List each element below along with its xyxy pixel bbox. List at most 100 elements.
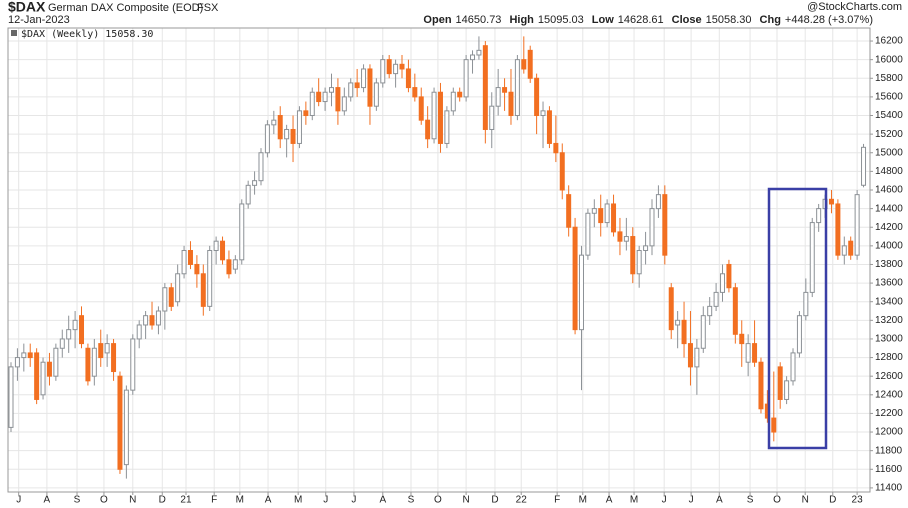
candle-body — [79, 315, 85, 345]
candle-body — [566, 194, 572, 228]
date: 12-Jan-2023 — [8, 14, 70, 26]
candle-body — [476, 49, 482, 56]
candle-body — [14, 357, 20, 368]
x-tick-label: A — [265, 495, 272, 506]
x-tick-label: D — [829, 495, 836, 506]
x-tick-label: M — [236, 495, 244, 506]
y-tick-label: 11800 — [875, 445, 903, 456]
candle-body — [386, 59, 392, 75]
candle-body — [329, 87, 334, 93]
candle-body — [213, 240, 219, 252]
candle-body — [470, 54, 476, 61]
x-tick-label: N — [129, 495, 136, 506]
y-tick-label: 15000 — [875, 147, 903, 158]
candle-body — [450, 91, 456, 112]
chart-subtitle: German DAX Composite (EOD) — [48, 2, 203, 14]
candle-body — [181, 250, 187, 275]
x-tick-label: J — [689, 495, 694, 506]
candle-body — [220, 240, 226, 261]
candle-body — [739, 333, 745, 345]
legend: $DAX (Weekly) 15058.30 — [21, 29, 153, 40]
plot-frame — [7, 27, 871, 493]
candle-body — [803, 291, 809, 317]
candle-body — [207, 250, 213, 307]
candle-body — [777, 366, 783, 400]
x-tick-label: M — [630, 495, 638, 506]
candle-body — [636, 250, 642, 275]
x-tick-label: O — [434, 495, 442, 506]
candle-body — [700, 315, 706, 349]
candle-body — [668, 287, 674, 331]
y-tick-label: 12200 — [875, 408, 903, 419]
candle-body — [34, 352, 40, 400]
candle-body — [187, 250, 193, 265]
x-tick-label: M — [579, 495, 587, 506]
y-tick-label: 14400 — [875, 203, 903, 214]
candle-body — [527, 49, 533, 79]
y-tick-label: 14000 — [875, 240, 903, 251]
candle-body — [393, 63, 399, 75]
candle-body — [578, 254, 584, 331]
quote-label: Low — [592, 14, 614, 26]
y-tick-label: 15200 — [875, 129, 903, 140]
candle-body — [617, 231, 623, 242]
candle-body — [809, 222, 815, 293]
candle-body — [758, 361, 764, 410]
x-tick-label: A — [44, 495, 51, 506]
y-tick-label: 13200 — [875, 315, 903, 326]
x-tick-label: A — [606, 495, 613, 506]
candle-body — [681, 319, 687, 345]
candle-body — [111, 343, 117, 373]
candle-body — [155, 310, 161, 326]
candle-body — [290, 128, 296, 144]
candle-body — [245, 184, 251, 205]
candle-body — [309, 91, 315, 117]
candle-body — [117, 375, 123, 470]
candle-body — [232, 259, 238, 270]
candle-body — [534, 77, 540, 117]
candle-body — [521, 59, 527, 70]
axes: 11400 11600 11800 12000 12200 12400 12600 12800… — [16, 36, 903, 506]
candle-body — [540, 110, 546, 117]
candle-body — [252, 180, 258, 186]
candles — [8, 36, 867, 479]
candle-body — [643, 245, 649, 252]
y-tick-label: 13400 — [875, 296, 903, 307]
y-tick-label: 14600 — [875, 185, 903, 196]
candle-body — [726, 263, 732, 289]
x-tick-label: D — [159, 495, 166, 506]
candle-body — [489, 105, 495, 130]
candle-body — [405, 68, 411, 89]
candle-body — [604, 203, 610, 224]
candle-body — [85, 347, 91, 382]
candle-body — [91, 347, 97, 377]
y-tick-label: 13800 — [875, 259, 903, 270]
chart-title: $DAX — [8, 0, 46, 15]
candle-body — [271, 119, 277, 126]
candle-body — [687, 343, 693, 368]
y-tick-label: 14200 — [875, 222, 903, 233]
quote-value: 14650.73 — [456, 14, 502, 26]
candle-body — [841, 245, 847, 256]
candle-body — [264, 124, 270, 154]
candle-body — [258, 152, 264, 182]
candle-body — [418, 96, 424, 121]
x-tick-label: 23 — [852, 495, 864, 506]
candle-body — [796, 315, 802, 354]
candle-body — [745, 343, 751, 363]
quote-value: 15058.30 — [706, 14, 752, 26]
y-tick-label: 16000 — [875, 54, 903, 65]
candle-body — [59, 338, 65, 349]
x-tick-label: 22 — [516, 495, 528, 506]
candle-body — [27, 352, 33, 359]
candle-body — [649, 208, 655, 247]
candle-body — [8, 366, 14, 428]
y-tick-label: 15600 — [875, 92, 903, 103]
highlight-box — [767, 187, 828, 450]
candle-body — [732, 287, 738, 335]
candle-body — [296, 110, 302, 144]
y-tick-label: 13600 — [875, 278, 903, 289]
candle-body — [226, 259, 232, 275]
candle-body — [303, 110, 309, 117]
candle-body — [457, 91, 463, 98]
